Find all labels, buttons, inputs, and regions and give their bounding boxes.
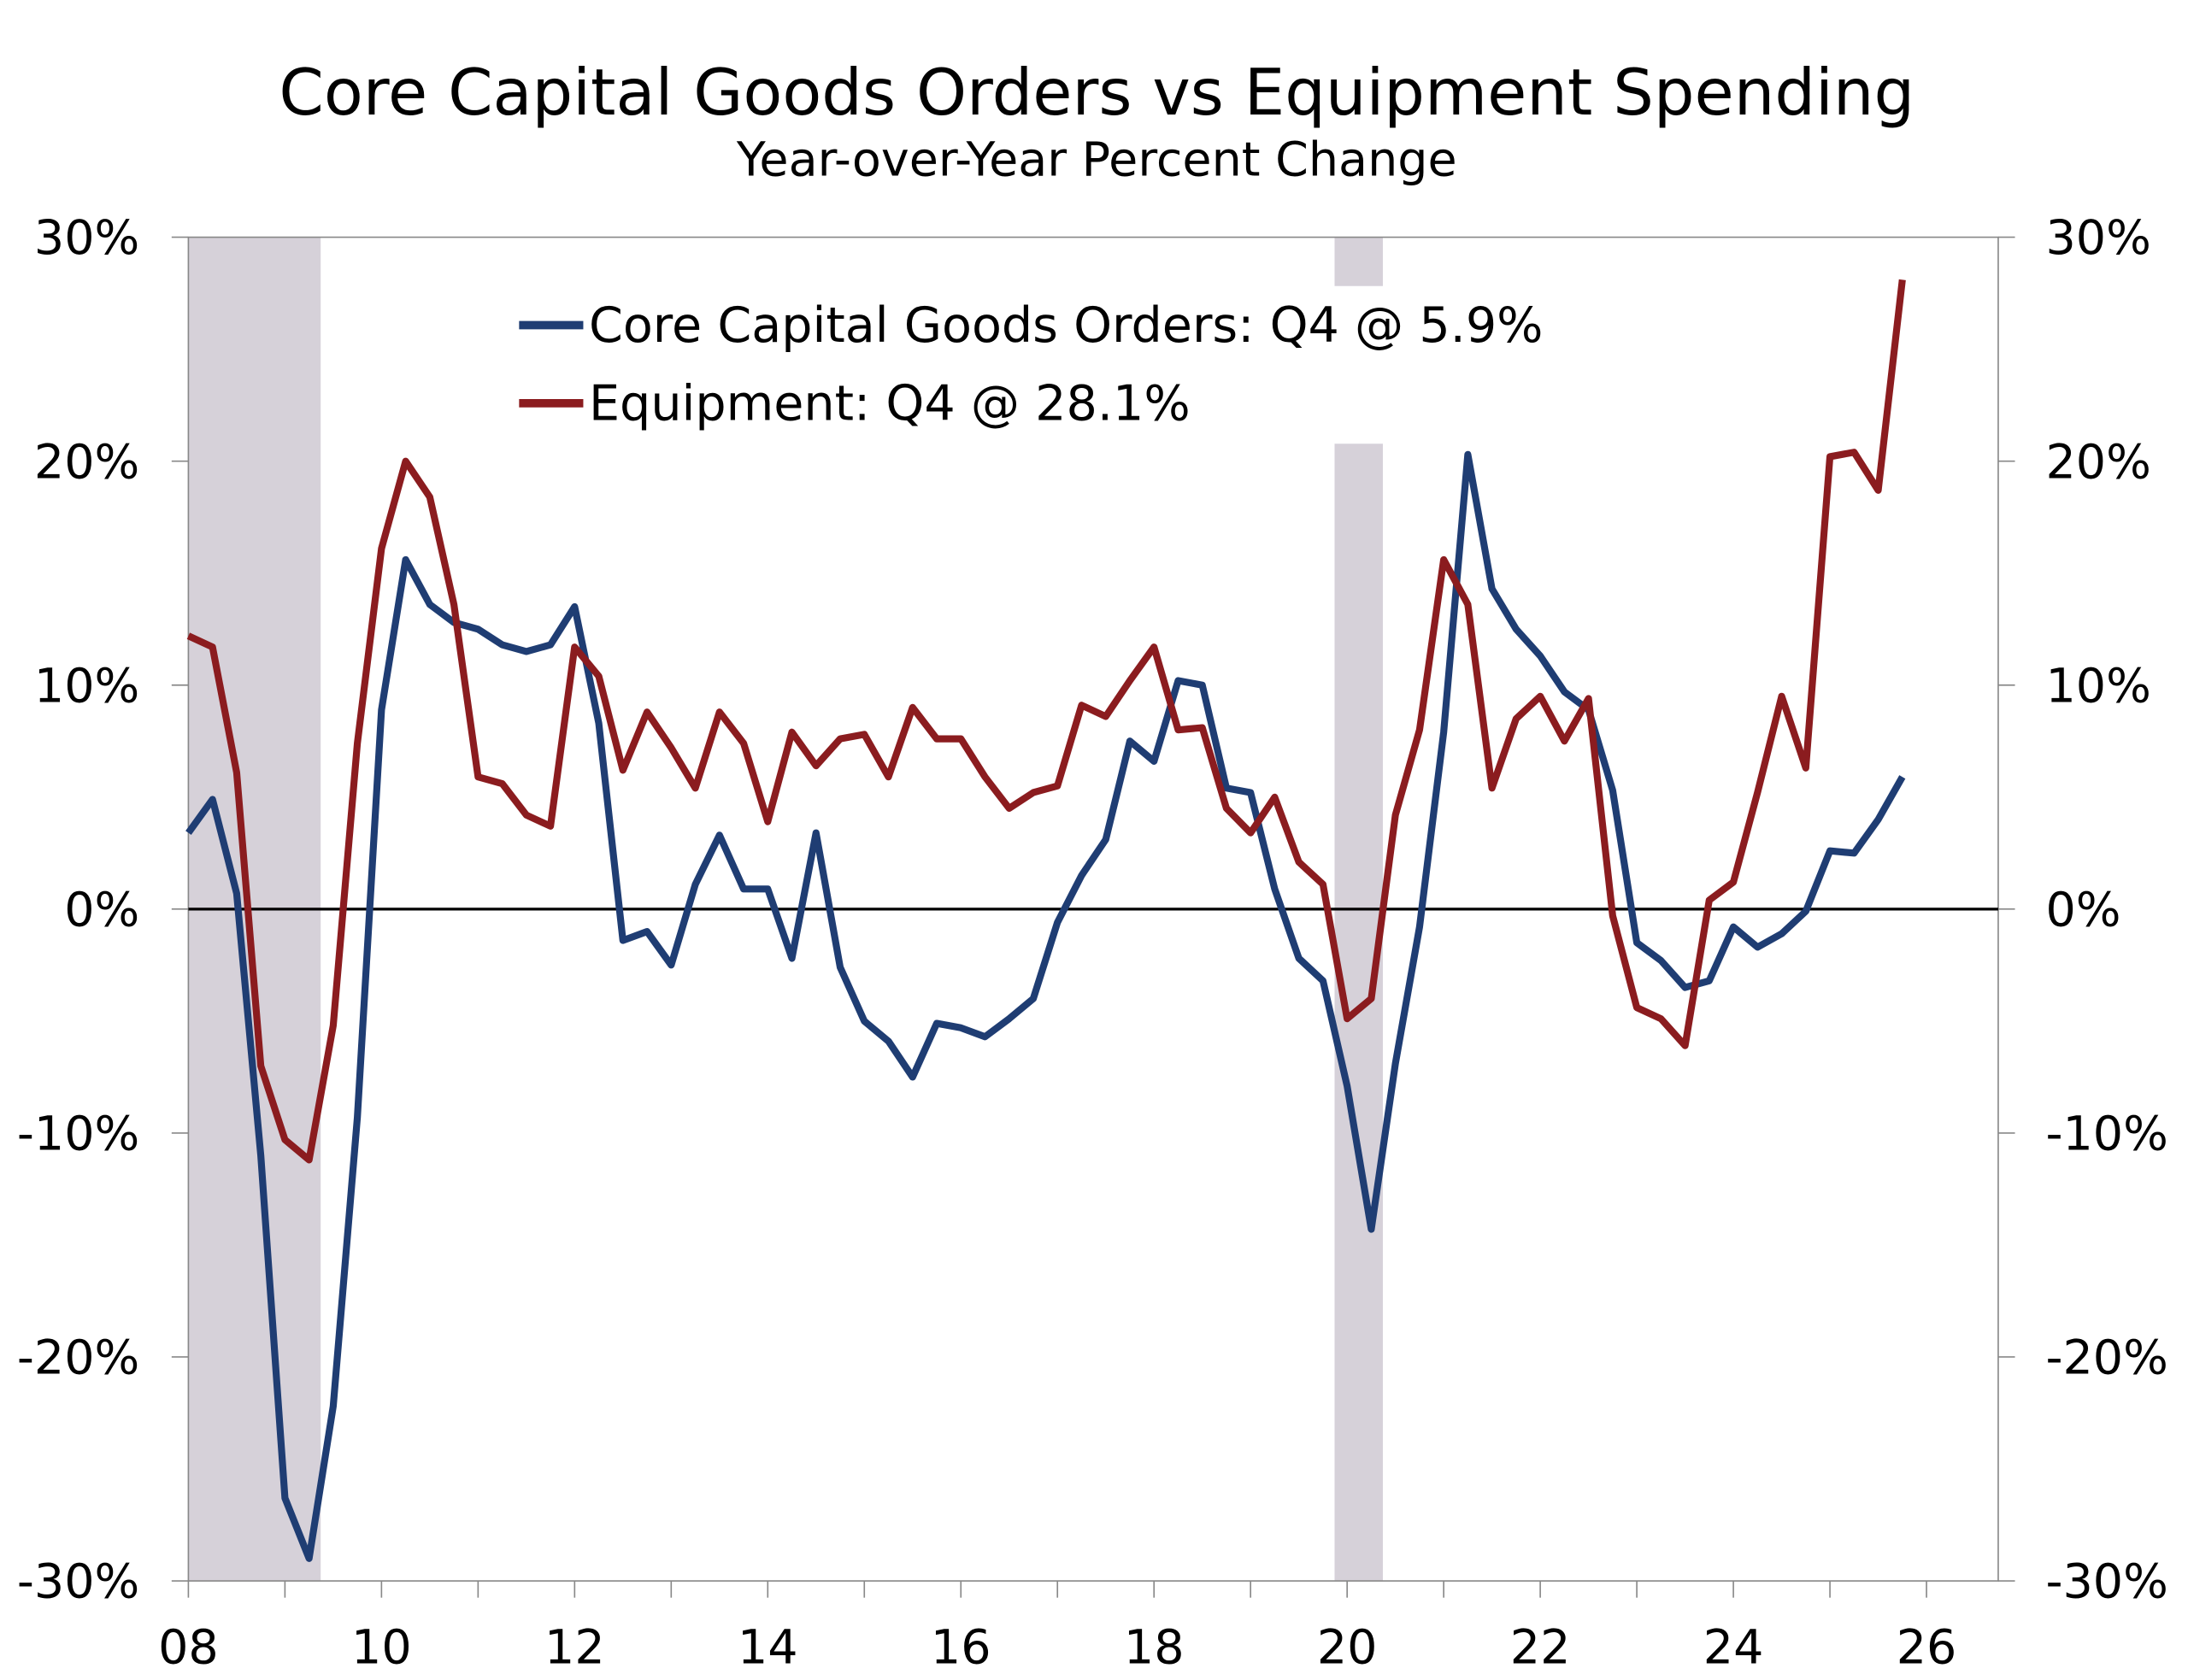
x-tick-label: 22 xyxy=(1510,1619,1571,1675)
x-tick-label: 12 xyxy=(544,1619,605,1675)
y-tick-label-left: -20% xyxy=(17,1330,139,1386)
legend-label-core-orders: Core Capital Goods Orders: Q4 @ 5.9% xyxy=(589,297,1543,354)
axes: 30% 30% 20% 20% 10% 10% 0% 0% -10% -10% -20% -20% -3… xyxy=(17,210,2168,1675)
legend: Core Capital Goods Orders: Q4 @ 5.9% Equ… xyxy=(505,285,1585,444)
series-line-equipment xyxy=(186,279,1906,1164)
y-tick-label-right: 10% xyxy=(2045,658,2150,714)
x-tick-label: 14 xyxy=(738,1619,798,1675)
y-tick-label-right: 30% xyxy=(2045,210,2150,266)
y-tick-label-right: 20% xyxy=(2045,434,2150,490)
legend-label-equipment: Equipment: Q4 @ 28.1% xyxy=(589,375,1191,432)
x-tick-label: 26 xyxy=(1897,1619,1957,1675)
y-tick-label-right: -10% xyxy=(2045,1106,2167,1161)
series-line-core-orders xyxy=(185,450,1906,1562)
x-tick-label: 24 xyxy=(1703,1619,1764,1675)
y-tick-label-left: -30% xyxy=(17,1554,139,1610)
y-tick-label-right: 0% xyxy=(2045,882,2120,937)
y-tick-label-left: 0% xyxy=(64,882,139,937)
y-tick-label-right: -30% xyxy=(2045,1554,2167,1610)
x-tick-label: 08 xyxy=(158,1619,219,1675)
y-tick-label-left: 10% xyxy=(34,658,139,714)
x-tick-label: 16 xyxy=(931,1619,991,1675)
y-tick-label-left: 20% xyxy=(34,434,139,490)
x-tick-label: 20 xyxy=(1317,1619,1378,1675)
chart-subtitle: Year-over-Year Percent Change xyxy=(736,132,1457,188)
legend-box xyxy=(505,285,1585,444)
y-tick-label-left: -10% xyxy=(17,1106,139,1161)
y-tick-label-left: 30% xyxy=(34,210,139,266)
x-tick-label: 10 xyxy=(351,1619,412,1675)
chart-title: Core Capital Goods Orders vs Equipment S… xyxy=(279,55,1914,130)
x-tick-label: 18 xyxy=(1124,1619,1185,1675)
y-tick-label-right: -20% xyxy=(2045,1330,2167,1386)
series-lines xyxy=(185,279,1906,1562)
